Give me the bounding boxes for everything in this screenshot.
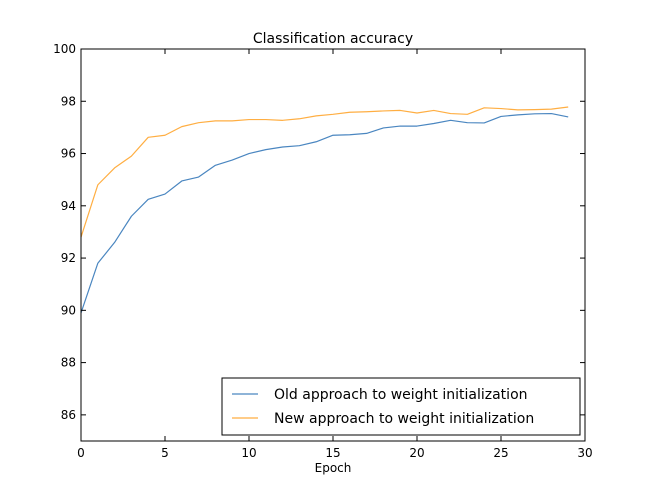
y-tick-label: 90 — [61, 303, 76, 317]
legend-box — [221, 377, 581, 436]
chart-title: Classification accuracy — [253, 31, 413, 47]
y-tick-label: 100 — [53, 42, 76, 56]
x-tick-label: 5 — [161, 446, 169, 460]
tick-layer: 0 5 10 15 20 25 30 86 88 90 92 94 96 98 100 — [53, 42, 593, 460]
y-tick-label: 96 — [61, 147, 76, 161]
y-tick-label: 88 — [61, 356, 76, 370]
x-tick-label: 0 — [77, 446, 85, 460]
y-tick-label: 98 — [61, 94, 76, 108]
x-axis-label: Epoch — [315, 461, 352, 475]
series-line-1 — [80, 106, 569, 238]
legend: Old approach to weight initialization Ne… — [221, 377, 581, 436]
x-tick-label: 30 — [577, 446, 592, 460]
legend-label-old: Old approach to weight initialization — [274, 387, 528, 403]
series-layer — [80, 106, 569, 314]
x-tick-label: 10 — [241, 446, 256, 460]
y-tick-label: 94 — [61, 199, 76, 213]
x-tick-label: 15 — [325, 446, 340, 460]
x-tick-label: 25 — [493, 446, 508, 460]
legend-label-new: New approach to weight initialization — [274, 411, 534, 427]
x-tick-label: 20 — [409, 446, 424, 460]
y-tick-label: 86 — [61, 408, 76, 422]
y-tick-label: 92 — [61, 251, 76, 265]
series-line-0 — [80, 112, 569, 314]
